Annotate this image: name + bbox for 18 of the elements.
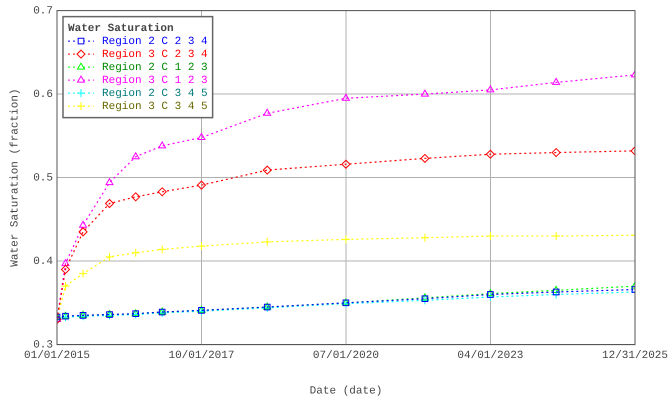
legend-label: Region 3 C 1 2 3 xyxy=(102,75,208,88)
x-tick-label: 10/01/2017 xyxy=(168,350,234,362)
legend-label: Region 3 C 2 3 4 xyxy=(102,49,208,62)
legend-label: Region 2 C 1 2 3 xyxy=(102,62,208,74)
y-tick-label: 0.7 xyxy=(33,6,54,18)
x-tick-label: 07/01/2020 xyxy=(312,350,379,362)
y-tick-label: 0.4 xyxy=(33,256,54,268)
y-tick-label: 0.5 xyxy=(33,172,54,185)
x-axis-title: Date (date) xyxy=(310,385,382,398)
x-tick-label: 12/31/2025 xyxy=(602,350,668,362)
legend-label: Region 2 C 3 4 5 xyxy=(102,88,208,100)
x-tick-label: 01/01/2015 xyxy=(24,350,90,362)
legend-label: Region 3 C 3 4 5 xyxy=(102,101,208,114)
legend-label: Region 2 C 2 3 4 xyxy=(102,36,208,48)
x-tick-label: 04/01/2023 xyxy=(457,350,524,362)
y-axis-title: Water Saturation (fraction) xyxy=(10,88,22,267)
y-tick-label: 0.6 xyxy=(33,89,54,102)
legend-title: Water Saturation xyxy=(68,22,174,35)
